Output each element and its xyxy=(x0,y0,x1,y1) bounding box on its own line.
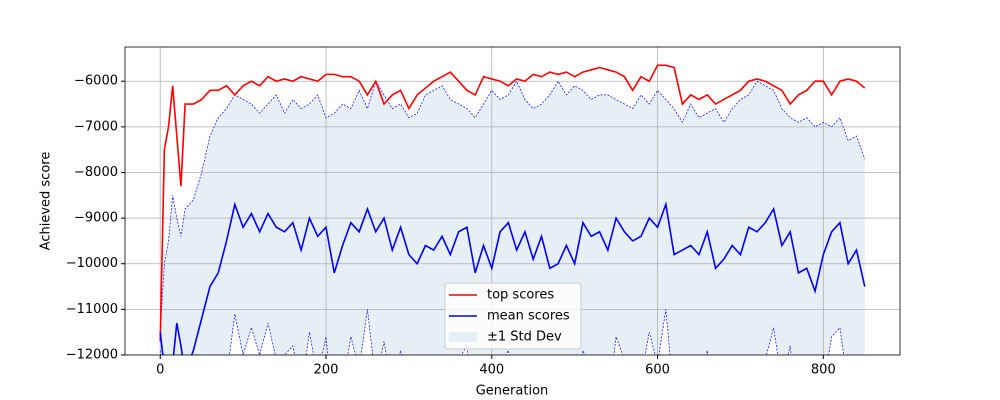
x-tick-label: 400 xyxy=(479,363,504,378)
x-tick-label: 200 xyxy=(314,363,339,378)
series-line xyxy=(159,201,866,355)
y-tick-label: −7000 xyxy=(74,119,118,134)
y-tick-label: −12000 xyxy=(66,348,118,363)
legend-label: top scores xyxy=(487,288,554,303)
y-tick-label: −8000 xyxy=(74,165,118,180)
legend-label: mean scores xyxy=(487,309,570,324)
plot-area xyxy=(125,47,900,355)
y-tick-label: −11000 xyxy=(66,302,118,317)
x-tick-label: 0 xyxy=(156,363,164,378)
std-bound-line xyxy=(159,309,845,355)
series-line xyxy=(159,64,866,342)
y-axis-label: Achieved score xyxy=(39,152,54,251)
std-band xyxy=(160,81,865,355)
axes-frame xyxy=(124,46,901,356)
x-tick-label: 800 xyxy=(811,363,836,378)
y-tick-label: −9000 xyxy=(74,211,118,226)
legend-swatch xyxy=(449,332,477,342)
legend-label: ±1 Std Dev xyxy=(487,330,562,345)
legend-box xyxy=(444,282,582,350)
x-tick-label: 600 xyxy=(645,363,670,378)
std-bound-line xyxy=(159,80,866,333)
y-tick-label: −10000 xyxy=(66,256,118,271)
y-tick-label: −6000 xyxy=(74,74,118,89)
x-axis-label: Generation xyxy=(476,384,549,399)
